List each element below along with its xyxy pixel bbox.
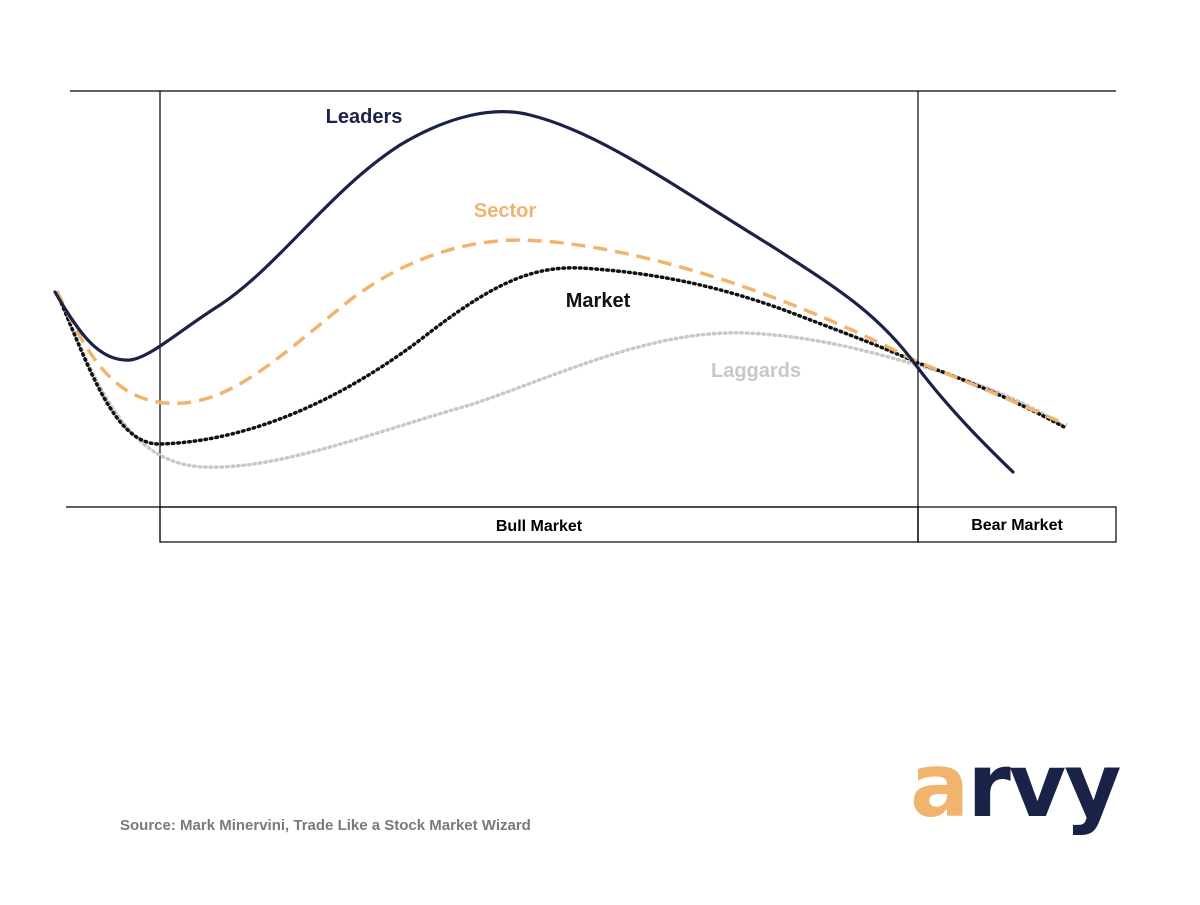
bull-market-label: Bull Market [496,518,583,535]
leaders-label: Leaders [326,106,403,128]
bear-market-box [917,506,1117,543]
market-curve [55,266,1068,446]
bear-market-label: Bear Market [971,517,1063,534]
market-label: Market [566,290,631,312]
laggards-label: Laggards [711,360,801,382]
source-caption: Source: Mark Minervini, Trade Like a Sto… [120,817,531,834]
logo-main-letters: rvy [967,734,1121,837]
sector-label: Sector [474,200,536,222]
arvy-logo: arvy [910,742,1122,830]
laggards-curve [55,291,1067,469]
leaders-curve [53,110,1015,474]
logo-accent-letter: a [910,734,969,837]
